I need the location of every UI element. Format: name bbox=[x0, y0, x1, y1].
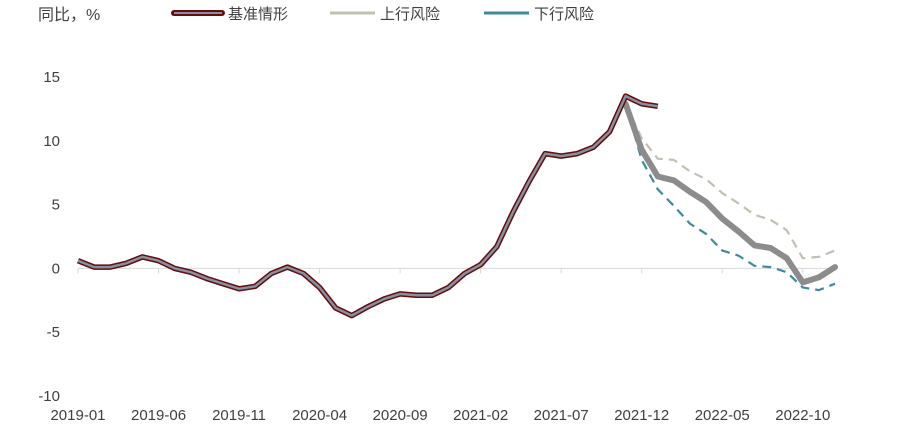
x-tick-label: 2019-06 bbox=[131, 407, 186, 424]
y-tick-label: 10 bbox=[43, 133, 60, 150]
legend-label-downside: 下行风险 bbox=[534, 6, 594, 23]
y-axis-ticks: 15 10 5 0 -5 -10 bbox=[38, 69, 60, 405]
series-base-forecast-line bbox=[622, 100, 838, 286]
x-tick-label: 2019-11 bbox=[212, 407, 266, 424]
plot-area bbox=[76, 93, 838, 319]
x-tick-label: 2021-12 bbox=[614, 407, 669, 424]
x-tick-label: 2022-10 bbox=[775, 407, 830, 424]
legend-item-downside: 下行风险 bbox=[484, 6, 594, 23]
y-tick-label: 0 bbox=[52, 260, 60, 277]
x-tick-label: 2019-01 bbox=[50, 407, 105, 424]
x-tick-label: 2021-07 bbox=[534, 407, 589, 424]
x-tick-label: 2022-05 bbox=[695, 407, 750, 424]
x-axis-ticks: 2019-01 2019-06 2019-11 2020-04 2020-09 2021-… bbox=[50, 407, 830, 424]
x-tick-label: 2020-04 bbox=[292, 407, 347, 424]
legend-label-base: 基准情形 bbox=[228, 6, 288, 23]
y-axis-label: 同比，% bbox=[38, 6, 100, 24]
y-tick-label: 15 bbox=[43, 69, 60, 86]
y-tick-label: -5 bbox=[47, 324, 60, 341]
y-tick-label: 5 bbox=[52, 197, 60, 214]
legend-item-base: 基准情形 bbox=[171, 6, 288, 23]
legend-item-upside: 上行风险 bbox=[330, 6, 440, 23]
axes bbox=[77, 267, 835, 274]
legend: 基准情形 上行风险 下行风险 bbox=[171, 6, 594, 23]
series-downside-line bbox=[624, 103, 836, 292]
series-base-line bbox=[77, 94, 658, 317]
x-tick-label: 2020-09 bbox=[373, 407, 428, 424]
series-upside-line bbox=[624, 103, 836, 260]
x-tick-label: 2021-02 bbox=[453, 407, 508, 424]
legend-label-upside: 上行风险 bbox=[380, 6, 440, 23]
series-base-line-outline bbox=[76, 93, 659, 319]
y-tick-label: -10 bbox=[38, 388, 60, 405]
